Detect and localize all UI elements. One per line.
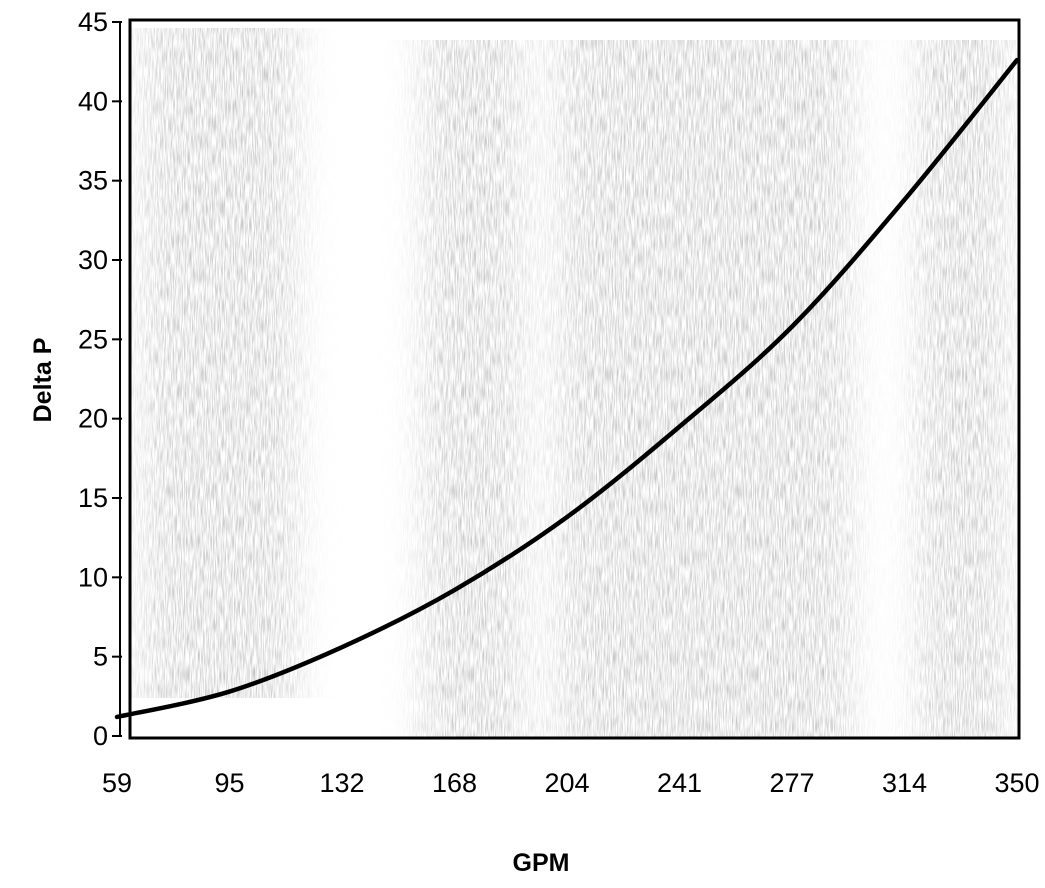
y-axis-title: Delta P [29,338,57,423]
y-tick-label: 0 [93,721,108,751]
x-tick-label: 314 [882,768,927,798]
y-tick-label: 20 [78,404,108,434]
y-tick-label: 35 [78,166,108,196]
plot-frame [128,18,1021,740]
x-tick-label: 277 [769,768,814,798]
x-tick-label: 241 [657,768,702,798]
x-tick-label: 204 [544,768,589,798]
x-tick-label: 168 [432,768,477,798]
y-tick-label: 45 [78,7,108,37]
y-tick-label: 10 [78,562,108,592]
x-tick-label: 350 [994,768,1039,798]
x-tick-label: 132 [319,768,364,798]
x-tick-labels: 59 95 132 168 204 241 277 314 350 [102,768,1040,798]
x-axis-title: GPM [513,849,570,877]
y-tick-label: 15 [78,483,108,513]
series-line [114,57,1020,720]
plot-background [130,20,1019,738]
x-tick-label: 59 [102,768,132,798]
y-tick-label: 40 [78,86,108,116]
y-tick-labels: 0 5 10 15 20 25 30 35 40 45 [78,7,122,751]
y-tick-label: 5 [93,642,108,672]
y-tick-label: 30 [78,245,108,275]
x-tick-label: 95 [214,768,244,798]
y-tick-label: 25 [78,324,108,354]
